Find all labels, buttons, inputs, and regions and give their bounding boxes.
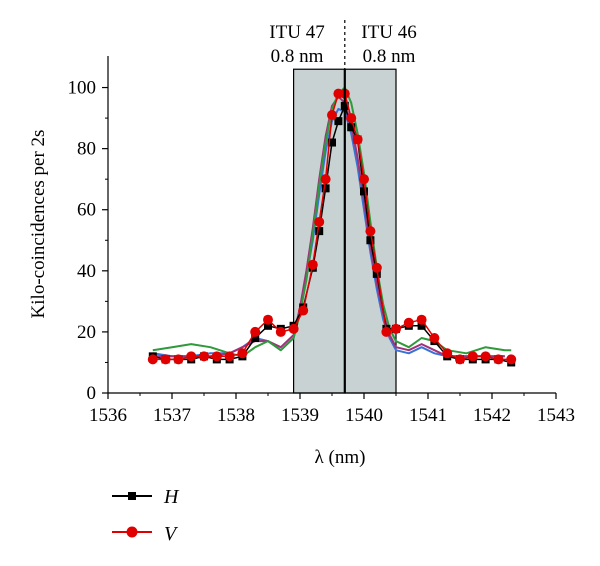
data-point-v: [307, 259, 318, 270]
data-point-v: [493, 354, 504, 365]
x-tick-label: 1540: [345, 405, 383, 426]
legend-v-label: V: [164, 523, 179, 545]
series: [147, 86, 517, 367]
y-tick-label: 80: [77, 139, 96, 160]
data-point-v: [467, 351, 478, 362]
data-point-h: [334, 117, 343, 126]
y-tick-label: 60: [77, 200, 96, 221]
y-tick-label: 0: [87, 383, 97, 404]
y-tick-label: 20: [77, 322, 96, 343]
data-point-v: [211, 351, 222, 362]
x-tick-label: 1543: [537, 405, 575, 426]
data-point-v: [237, 348, 248, 359]
x-axis-label: λ (nm): [315, 447, 366, 468]
data-point-v: [298, 305, 309, 316]
data-point-v: [381, 326, 392, 337]
data-point-v: [403, 317, 414, 328]
data-point-v: [352, 134, 363, 145]
data-point-h: [321, 184, 330, 193]
data-point-h: [366, 236, 375, 245]
legend-item-h: H: [112, 486, 180, 508]
data-point-v: [371, 262, 382, 273]
data-point-v: [147, 354, 158, 365]
data-point-v: [359, 174, 369, 185]
x-tick-label: 1542: [473, 405, 511, 426]
x-tick-label: 1541: [409, 405, 447, 426]
data-point-h: [251, 334, 260, 343]
data-point-v: [320, 174, 331, 185]
data-point-v: [173, 354, 184, 365]
data-point-h: [417, 321, 426, 330]
data-point-v: [346, 113, 357, 124]
data-point-v: [327, 110, 337, 121]
x-tick-label: 1538: [217, 405, 255, 426]
data-point-v: [224, 351, 235, 362]
legend-item-v: V: [112, 523, 179, 545]
x-tick-label: 1537: [153, 405, 191, 426]
x-tick-label: 1536: [89, 405, 127, 426]
channel-label-itu46-line2: 0.8 nm: [363, 46, 416, 67]
data-point-v: [263, 314, 273, 325]
data-point-h: [328, 138, 336, 147]
data-point-h: [372, 269, 381, 278]
y-axis-label: Kilo-coincidences per 2s: [28, 130, 49, 319]
channel-label-itu47-line2: 0.8 nm: [271, 46, 324, 67]
data-point-v: [365, 226, 376, 237]
data-point-v: [314, 216, 325, 227]
data-point-v: [160, 354, 171, 365]
legend-h-label: H: [163, 486, 180, 508]
data-point-h: [347, 123, 356, 132]
channel-label-itu46-line1: ITU 46: [361, 22, 416, 43]
x-tick-label: 1539: [281, 405, 319, 426]
data-point-h: [315, 227, 324, 236]
data-point-v: [250, 326, 261, 337]
data-point-v: [186, 351, 197, 362]
data-point-v: [455, 354, 465, 365]
data-point-h: [360, 187, 368, 196]
data-point-v: [391, 323, 401, 334]
data-point-v: [199, 351, 209, 362]
data-point-v: [288, 323, 299, 334]
data-point-v: [416, 314, 427, 325]
legend: H V: [112, 486, 180, 545]
tick-marks: 1536 1537 1538 1539 1540 1541 1542 1543 0 20 40 60 8…: [68, 78, 576, 426]
data-point-v: [429, 333, 440, 344]
data-point-v: [275, 326, 286, 337]
data-point-h: [264, 321, 272, 330]
y-tick-label: 100: [68, 78, 97, 99]
legend-h-marker: [128, 492, 136, 500]
data-point-v: [480, 351, 491, 362]
y-tick-label: 40: [77, 261, 96, 282]
channel-label-itu47-line1: ITU 47: [269, 22, 324, 43]
data-point-v: [442, 348, 453, 359]
legend-v-marker: [126, 526, 138, 538]
data-point-v: [506, 354, 517, 365]
